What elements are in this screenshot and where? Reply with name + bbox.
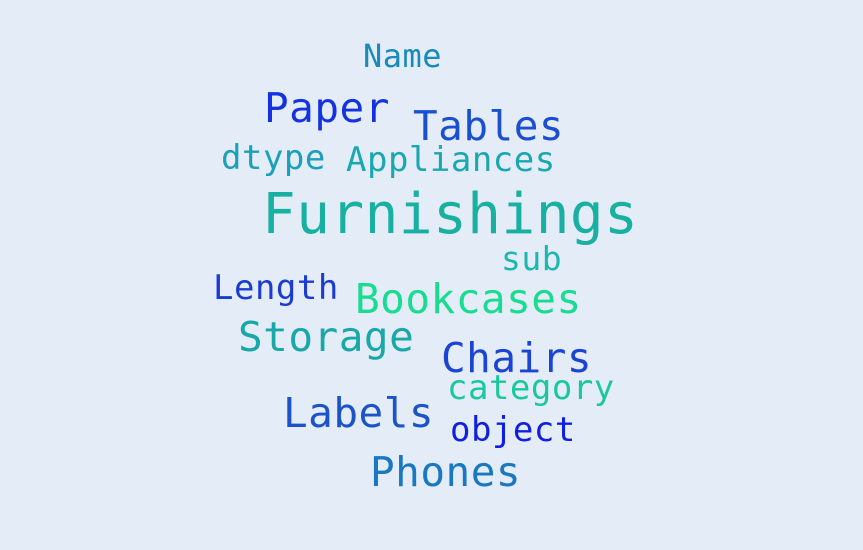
word-name: Name <box>363 37 443 75</box>
word-appliances: Appliances <box>346 140 556 180</box>
word-chairs: Chairs <box>441 334 593 382</box>
word-category: category <box>447 368 615 408</box>
word-phones: Phones <box>370 448 522 496</box>
word-sub: sub <box>501 239 563 278</box>
word-tables: Tables <box>413 102 565 150</box>
word-dtype: dtype <box>221 138 326 178</box>
word-paper: Paper <box>264 84 390 132</box>
word-bookcases: Bookcases <box>355 275 582 323</box>
word-length: Length <box>213 268 339 308</box>
word-object: object <box>450 410 576 450</box>
word-labels: Labels <box>283 389 435 437</box>
word-storage: Storage <box>238 313 415 361</box>
word-furnishings: Furnishings <box>262 182 639 247</box>
